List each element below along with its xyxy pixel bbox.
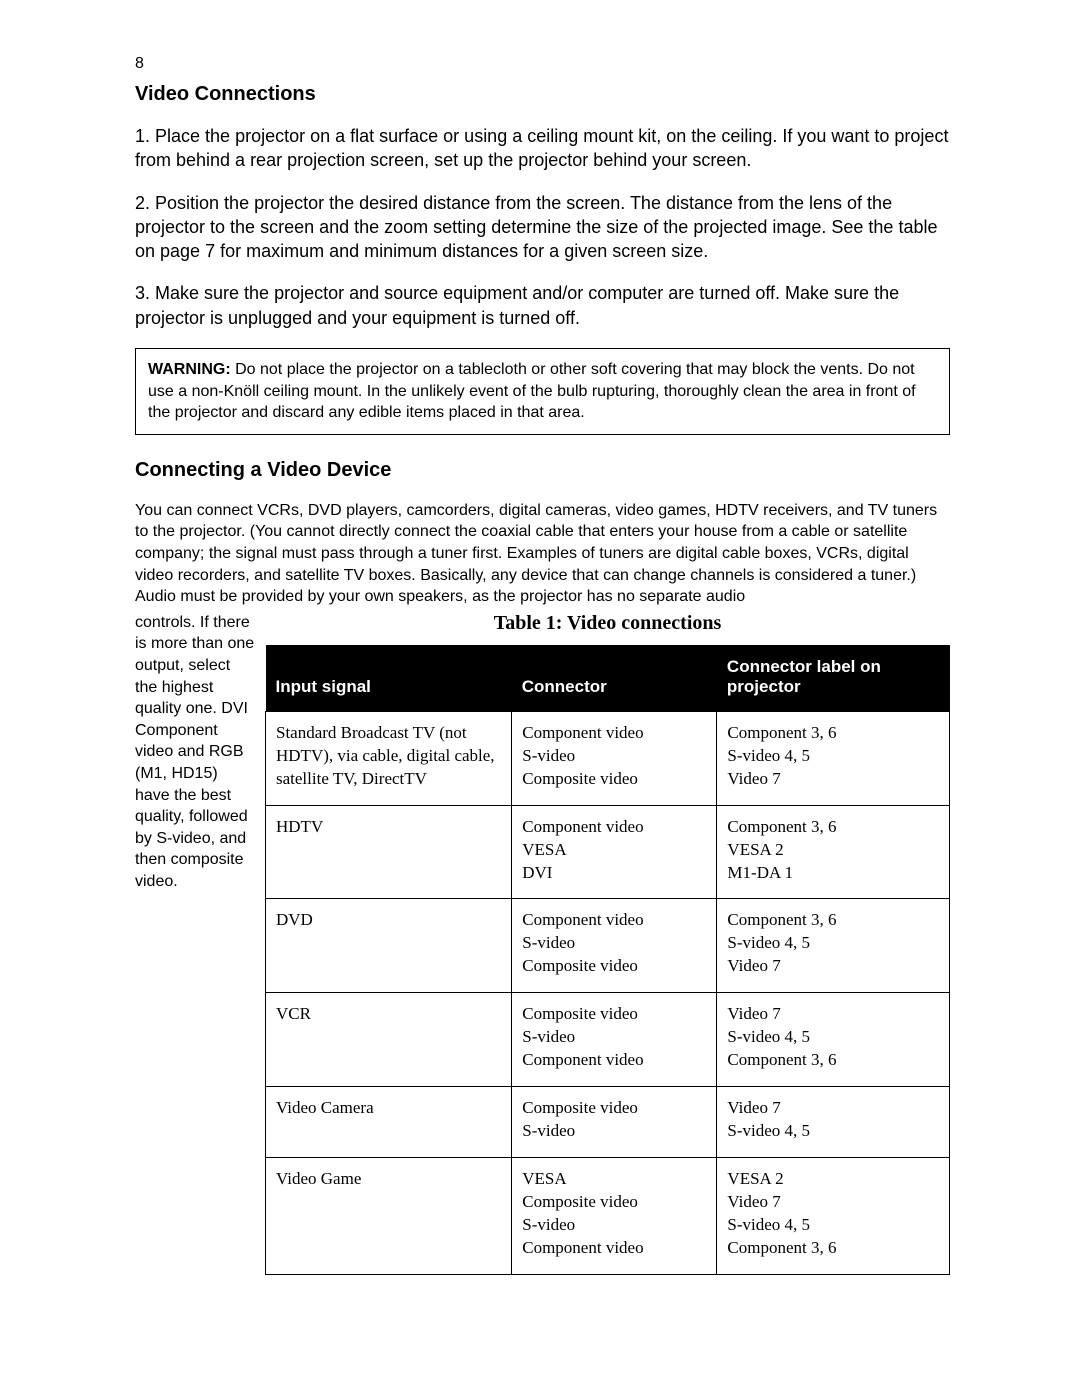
table-cell: Video Game (266, 1157, 512, 1274)
warning-box: WARNING: Do not place the projector on a… (135, 348, 950, 435)
section-title-video-connections: Video Connections (135, 83, 950, 106)
warning-label: WARNING: (148, 361, 231, 378)
section-title-connecting: Connecting a Video Device (135, 459, 950, 482)
table-cell: Component videoVESADVI (512, 805, 717, 899)
table-cell: VESAComposite videoS-videoComponent vide… (512, 1157, 717, 1274)
page: 8 Video Connections 1. Place the project… (0, 0, 1080, 1397)
table-header: Connector (512, 645, 717, 712)
sidebar-text: controls. If there is more than one outp… (135, 612, 265, 893)
table-cell: VESA 2Video 7S-video 4, 5Component 3, 6 (717, 1157, 950, 1274)
table-cell: DVD (266, 899, 512, 993)
table-row: VCRComposite videoS-videoComponent video… (266, 993, 950, 1087)
paragraph: 3. Make sure the projector and source eq… (135, 281, 950, 330)
table-header: Input signal (266, 645, 512, 712)
table-row: HDTVComponent videoVESADVIComponent 3, 6… (266, 805, 950, 899)
table-header-row: Input signal Connector Connector label o… (266, 645, 950, 712)
paragraph: 2. Position the projector the desired di… (135, 191, 950, 264)
table-row: Standard Broadcast TV (not HDTV), via ca… (266, 711, 950, 805)
table-header: Connector label on projector (717, 645, 950, 712)
table-row: DVDComponent videoS-videoComposite video… (266, 899, 950, 993)
table-cell: Component videoS-videoComposite video (512, 711, 717, 805)
table-cell: Component videoS-videoComposite video (512, 899, 717, 993)
video-connections-table: Input signal Connector Connector label o… (265, 645, 950, 1275)
page-number: 8 (135, 55, 950, 73)
wrapped-content: controls. If there is more than one outp… (135, 612, 950, 1275)
table-cell: Video 7S-video 4, 5Component 3, 6 (717, 993, 950, 1087)
table-cell: VCR (266, 993, 512, 1087)
table-cell: Video 7S-video 4, 5 (717, 1087, 950, 1158)
table-row: Video CameraComposite videoS-videoVideo … (266, 1087, 950, 1158)
table-cell: HDTV (266, 805, 512, 899)
table-cell: Component 3, 6S-video 4, 5Video 7 (717, 711, 950, 805)
table-cell: Video Camera (266, 1087, 512, 1158)
warning-text: Do not place the projector on a tableclo… (148, 361, 916, 421)
table-cell: Standard Broadcast TV (not HDTV), via ca… (266, 711, 512, 805)
table-area: Input signal Connector Connector label o… (265, 645, 950, 1275)
table-cell: Composite videoS-videoComponent video (512, 993, 717, 1087)
intro-paragraph: You can connect VCRs, DVD players, camco… (135, 500, 950, 608)
table-row: Video GameVESAComposite videoS-videoComp… (266, 1157, 950, 1274)
paragraph: 1. Place the projector on a flat surface… (135, 124, 950, 173)
table-cell: Component 3, 6VESA 2M1-DA 1 (717, 805, 950, 899)
table-cell: Component 3, 6S-video 4, 5Video 7 (717, 899, 950, 993)
table-cell: Composite videoS-video (512, 1087, 717, 1158)
